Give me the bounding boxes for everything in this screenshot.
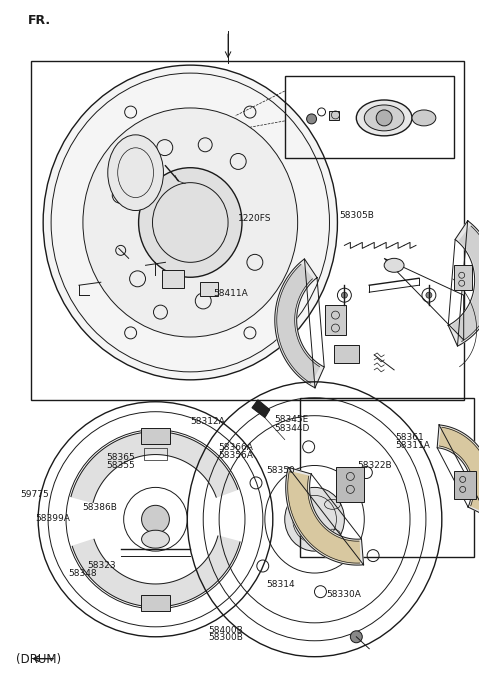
Polygon shape: [275, 259, 324, 388]
Polygon shape: [286, 467, 363, 565]
Ellipse shape: [43, 65, 337, 380]
Ellipse shape: [139, 168, 242, 277]
Text: 58355: 58355: [107, 461, 135, 470]
Polygon shape: [71, 432, 238, 503]
Text: 59775: 59775: [21, 490, 49, 499]
Ellipse shape: [412, 110, 436, 126]
Bar: [141, 595, 170, 611]
Text: 58344D: 58344D: [275, 424, 310, 432]
Polygon shape: [448, 221, 480, 346]
Polygon shape: [288, 472, 360, 563]
Text: 58323: 58323: [87, 561, 116, 570]
Circle shape: [350, 631, 362, 643]
Bar: [162, 270, 184, 288]
Text: 58365: 58365: [107, 453, 135, 462]
Text: 58348: 58348: [68, 569, 97, 578]
Bar: [454, 265, 472, 290]
Text: 58399A: 58399A: [35, 513, 70, 523]
Ellipse shape: [356, 100, 412, 136]
Ellipse shape: [384, 258, 404, 272]
Text: 58300B: 58300B: [208, 633, 243, 642]
Text: 58345E: 58345E: [275, 415, 309, 424]
Text: 58314: 58314: [266, 580, 295, 589]
Circle shape: [376, 110, 392, 126]
Text: 58400B: 58400B: [208, 626, 243, 635]
Bar: [285, 76, 454, 158]
Bar: [454, 471, 476, 499]
Ellipse shape: [142, 530, 169, 548]
Bar: [336, 467, 364, 503]
Bar: [31, 61, 464, 400]
Text: 58330A: 58330A: [326, 590, 361, 599]
Text: 58366A: 58366A: [218, 443, 253, 452]
Polygon shape: [453, 226, 480, 341]
Bar: [300, 398, 474, 557]
Text: 58356A: 58356A: [218, 452, 253, 460]
Bar: [335, 345, 360, 363]
Ellipse shape: [83, 108, 298, 337]
Text: (DRUM): (DRUM): [16, 653, 61, 666]
Polygon shape: [252, 400, 270, 418]
Polygon shape: [277, 265, 320, 383]
Polygon shape: [437, 425, 480, 517]
Text: 1220FS: 1220FS: [238, 214, 271, 223]
Circle shape: [426, 292, 432, 298]
Polygon shape: [72, 536, 240, 607]
Text: 58386B: 58386B: [83, 503, 118, 513]
Circle shape: [341, 292, 348, 298]
Bar: [200, 282, 218, 296]
Bar: [324, 305, 347, 335]
Text: 58322B: 58322B: [357, 461, 392, 470]
Circle shape: [307, 114, 316, 124]
Text: FR.: FR.: [28, 14, 51, 27]
Text: 58361: 58361: [395, 433, 424, 442]
Circle shape: [142, 505, 169, 533]
Text: 58312A: 58312A: [190, 417, 225, 426]
Ellipse shape: [285, 488, 344, 551]
Bar: [329, 111, 339, 120]
Bar: [141, 428, 170, 443]
Text: 58411A: 58411A: [214, 290, 249, 299]
Text: 58350: 58350: [266, 466, 295, 475]
Ellipse shape: [108, 135, 164, 211]
Text: 58311A: 58311A: [395, 441, 430, 450]
Ellipse shape: [364, 105, 404, 131]
Text: 58305B: 58305B: [339, 211, 374, 220]
Polygon shape: [439, 427, 480, 513]
Bar: [144, 447, 168, 460]
